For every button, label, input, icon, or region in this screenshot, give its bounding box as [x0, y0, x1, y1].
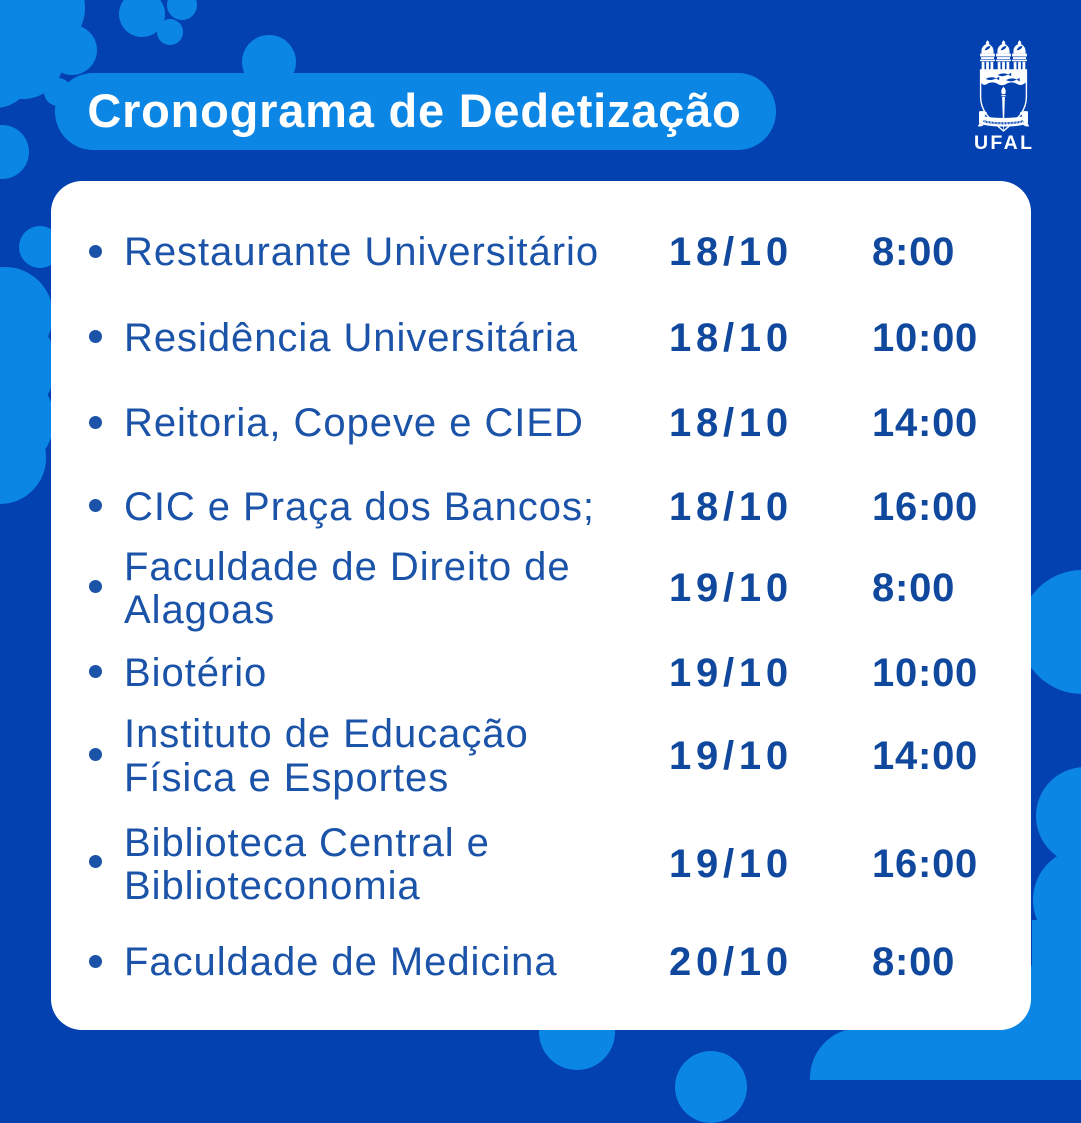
- svg-text:UFAL: UFAL: [974, 132, 1034, 152]
